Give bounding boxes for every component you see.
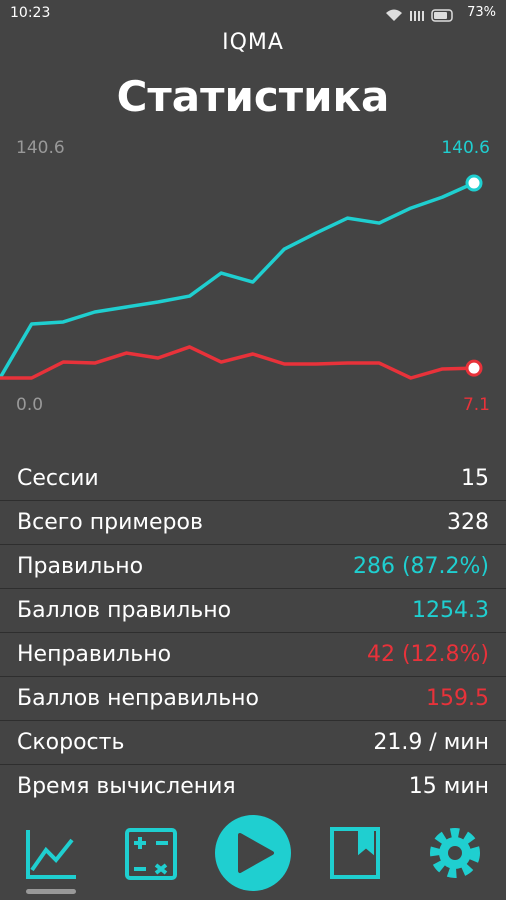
stat-row: Всего примеров 328 [0, 501, 506, 545]
stat-value: 15 мин [408, 774, 489, 799]
status-icons [386, 9, 453, 22]
stat-value: 21.9 / мин [373, 730, 489, 755]
nav-indicator [26, 889, 76, 894]
stat-label: Баллов неправильно [17, 686, 259, 711]
stat-label: Всего примеров [17, 510, 203, 535]
stat-value: 42 (12.8%) [366, 642, 489, 667]
stat-row: Время вычисления 15 мин [0, 765, 506, 808]
nav-play[interactable] [215, 815, 291, 891]
chart: 0.0 140.6 140.6 7.1 [0, 138, 490, 415]
end-point [465, 359, 483, 377]
stat-label: Скорость [17, 730, 125, 755]
stat-value: 328 [447, 510, 489, 535]
stat-value: 1254.3 [412, 598, 489, 623]
nav-settings[interactable] [430, 828, 480, 878]
status-time: 10:23 [10, 5, 51, 21]
stat-label: Неправильно [17, 642, 172, 667]
stat-row: Скорость 21.9 / мин [0, 721, 506, 765]
end-value-label: 140.6 [441, 138, 490, 158]
nav-bookmark[interactable] [330, 827, 380, 879]
series-line [0, 345, 475, 380]
y-tick-label: 140.6 [16, 138, 65, 158]
stat-row: Неправильно 42 (12.8%) [0, 633, 506, 677]
stats-list: Сессии 15 Всего примеров 328 Правильно 286 (8… [0, 457, 506, 808]
bottom-nav [26, 815, 480, 894]
nav-practice[interactable] [125, 828, 177, 880]
stat-value: 286 (87.2%) [352, 554, 489, 579]
end-point [465, 174, 483, 192]
stat-value: 159.5 [426, 686, 489, 711]
series-line [0, 181, 475, 379]
stat-row: Сессии 15 [0, 457, 506, 501]
nav-chart[interactable] [26, 830, 76, 879]
stat-label: Время вычисления [17, 774, 236, 799]
stat-label: Баллов правильно [17, 598, 232, 623]
status-battery: 73% [467, 5, 496, 20]
page-title: Статистика [116, 72, 390, 121]
end-value-label: 7.1 [463, 395, 490, 415]
app-name: IQMA [222, 30, 284, 55]
stat-label: Правильно [17, 554, 144, 579]
stat-row: Правильно 286 (87.2%) [0, 545, 506, 589]
stat-row: Баллов правильно 1254.3 [0, 589, 506, 633]
y-tick-label: 0.0 [16, 395, 43, 415]
stat-label: Сессии [17, 466, 99, 491]
stat-value: 15 [461, 466, 489, 491]
stat-row: Баллов неправильно 159.5 [0, 677, 506, 721]
